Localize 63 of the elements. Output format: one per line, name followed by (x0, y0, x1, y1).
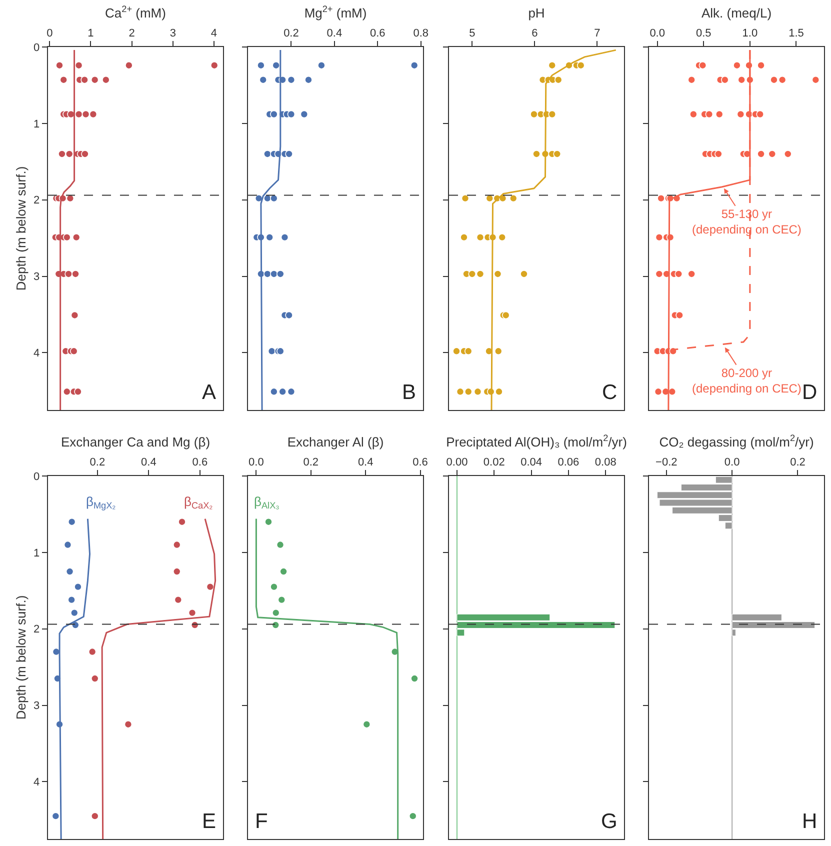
x-tick-label: 1.0 (742, 27, 758, 40)
x-tick-label: 0.6 (192, 456, 208, 468)
x-tick-label: 0.0 (724, 456, 740, 468)
y-tick-label: 0 (33, 42, 40, 54)
x-tick-label: 0.8 (413, 27, 428, 40)
y-tick-label: 1 (33, 547, 40, 560)
x-tick-label: 0.08 (594, 456, 616, 468)
x-tick-label: 0.4 (326, 27, 342, 40)
x-axis-title: CO₂ degassing (mol/m$^{2}$/yr) (659, 432, 814, 450)
x-tick-label: 2 (128, 27, 135, 40)
annotation: G (601, 810, 618, 833)
x-tick-label: 0.0 (248, 456, 264, 468)
x-axis-title: pH (528, 5, 545, 20)
annotation: D (802, 381, 818, 404)
x-axis-title: Exchanger Ca and Mg (β) (60, 434, 210, 450)
annotation: F (255, 810, 268, 833)
x-tick-label: 4 (210, 27, 218, 40)
x-tick-label: 5 (469, 27, 476, 40)
y-axis-title: Depth (m below surf.) (14, 595, 29, 720)
y-tick-label: 3 (33, 700, 40, 712)
x-tick-label: 7 (594, 27, 600, 40)
x-tick-label: 1.5 (788, 27, 804, 40)
x-tick-label: 0.6 (412, 456, 428, 468)
x-axis-title: Mg$^{2+}$ (mM) (304, 4, 367, 20)
x-tick-label: 0.06 (558, 456, 580, 468)
x-tick-label: 0.02 (483, 456, 505, 468)
annotation: E (202, 810, 216, 833)
x-axis-title: Exchanger Al (β) (287, 434, 384, 450)
x-tick-label: 0.0 (650, 27, 665, 40)
annotation: B (402, 381, 416, 404)
x-axis-title: Preciptated Al(OH)₃ (mol/m$^{2}$/yr) (446, 432, 627, 450)
x-tick-label: −0.2 (656, 456, 678, 468)
x-tick-label: 3 (170, 27, 176, 40)
x-tick-label: 0.6 (370, 27, 386, 40)
x-tick-label: 0.2 (90, 456, 106, 468)
x-tick-label: 0.2 (303, 456, 319, 468)
annotation: A (202, 381, 216, 404)
y-axis-title: Depth (m below surf.) (14, 166, 29, 291)
x-tick-label: 0.4 (358, 456, 374, 468)
annotation: H (802, 810, 818, 833)
x-tick-label: 0.00 (446, 456, 468, 468)
x-tick-label: 0 (46, 27, 53, 40)
x-tick-label: 0.2 (790, 456, 806, 468)
series-label: β$_{CaX₂}$ (184, 494, 214, 511)
y-tick-label: 4 (33, 776, 40, 789)
x-tick-label: 0.2 (284, 27, 299, 40)
series-label: β$_{MgX₂}$ (86, 494, 116, 511)
y-tick-label: 2 (33, 624, 40, 636)
y-tick-label: 3 (33, 271, 40, 284)
x-tick-label: 0.4 (141, 456, 156, 468)
x-axis-title: Ca$^{2+}$ (mM) (105, 4, 166, 20)
y-tick-label: 2 (33, 194, 40, 207)
x-axis-title: Alk. (meq/L) (701, 5, 772, 20)
annotation: C (602, 381, 618, 404)
x-tick-label: 6 (532, 27, 538, 40)
x-tick-label: 0.5 (696, 27, 712, 40)
series-label: β$_{AlX₃}$ (254, 494, 280, 511)
x-tick-label: 1 (88, 27, 94, 40)
y-tick-label: 0 (33, 470, 40, 483)
y-tick-label: 1 (33, 118, 40, 130)
annotation: 80-200 yr (depending on CEC) (692, 366, 802, 396)
y-tick-label: 4 (33, 348, 40, 360)
x-tick-label: 0.04 (520, 456, 542, 468)
